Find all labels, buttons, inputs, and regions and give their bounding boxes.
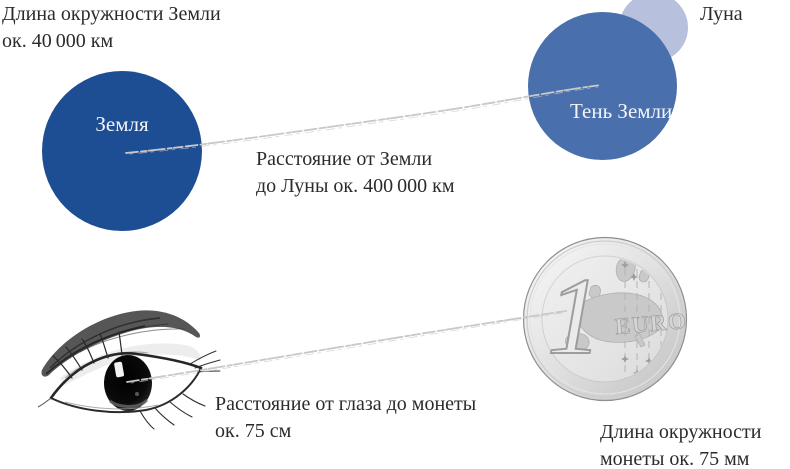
iris: [104, 355, 152, 411]
eyelid-crease: [64, 351, 149, 379]
coin-europe-map: [565, 257, 663, 352]
lower-eyelid: [50, 367, 202, 414]
upper-eyelashes: [52, 331, 123, 379]
caption-line: монеты ок. 75 мм: [600, 448, 750, 469]
eyebrow-hair-stroke: [57, 323, 169, 365]
eyebrow-hair-stroke: [45, 325, 146, 375]
caption-line: Расстояние от Земли: [256, 148, 433, 170]
lower-eyelashes: [139, 393, 206, 430]
earth-shadow-label: Тень Земли: [570, 99, 672, 124]
shadow-label-line: Тень: [570, 99, 613, 123]
eye-coin-distance-caption: Расстояние от глаза до монеты ок. 75 см: [215, 391, 476, 445]
moon-caption: Луна: [700, 1, 743, 28]
shadow-label-line: Земли: [617, 99, 673, 123]
eyebrow-hair-stroke: [79, 328, 186, 353]
eye-coin-sightline-texture: [130, 312, 563, 384]
euro-coin-illustration: 1 EURO: [522, 236, 689, 402]
caption-line: ок. 40 000 км: [2, 30, 114, 52]
coin-rim-ring: [526, 240, 684, 398]
coin-circumference-caption: Длина окружности монеты ок. 75 мм: [600, 419, 761, 469]
upper-eyelid: [49, 352, 203, 400]
caption-line: до Луны ок. 400 000 км: [256, 175, 455, 197]
coin-value-numeral: 1: [547, 255, 602, 377]
pupil-highlight-dot: [135, 392, 139, 396]
eyebrow-hair-stroke: [49, 317, 161, 369]
coin-currency-text: EURO: [614, 308, 688, 339]
caption-line: ок. 75 см: [215, 420, 292, 442]
coin-stars: [621, 257, 667, 377]
caption-line: Расстояние от глаза до монеты: [215, 393, 477, 415]
coin-inner-disc: [541, 255, 669, 383]
earth-label: Земля: [95, 112, 149, 136]
caption-line: Длина окружности Земли: [2, 3, 221, 25]
browbone-shading: [60, 343, 201, 385]
coin-rim-ring-inner: [529, 243, 681, 395]
outer-corner-eyelashes: [189, 350, 221, 373]
lower-waterline: [64, 401, 159, 410]
caption-line: Длина окружности: [600, 421, 762, 443]
coin-face: [522, 236, 688, 402]
earth-shadow-circle: Тень Земли: [528, 12, 677, 160]
eye-illustration: [37, 310, 221, 430]
iris-lower-glint: [109, 398, 149, 408]
caption-line: Луна: [700, 3, 743, 25]
coin-vertical-lines: [624, 257, 662, 381]
eyebrow: [41, 310, 201, 377]
eye-coin-sightline: [126, 310, 567, 383]
pupil-highlight: [114, 361, 125, 378]
inner-corner-line: [37, 397, 52, 408]
eyeball: [104, 355, 152, 411]
earth-circumference-caption: Длина окружности Земли ок. 40 000 км: [2, 1, 221, 55]
earth-circle: Земля: [42, 71, 202, 231]
earth-moon-distance-caption: Расстояние от Земли до Луны ок. 400 000 …: [256, 146, 454, 200]
